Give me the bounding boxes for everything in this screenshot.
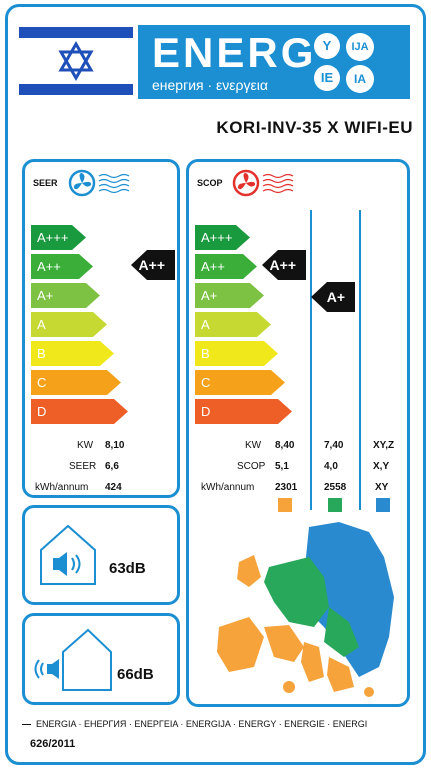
scop-col2-kw: 7,40 <box>324 440 344 451</box>
language-letter-y: Y <box>314 33 340 59</box>
cooling-fan-icon <box>68 169 130 197</box>
seer-rating-arrow: A++ <box>131 250 175 280</box>
seer-kw-value: 8,10 <box>105 440 125 451</box>
scop-class-arrow-d: D <box>195 399 292 424</box>
scop-class-arrow-appp: A+++ <box>195 225 250 250</box>
indoor-unit-speaker-icon <box>40 524 96 585</box>
scop-col2-zone-swatch <box>328 498 342 512</box>
regulation-number: 626/2011 <box>30 738 76 750</box>
scop-divider-1 <box>310 210 312 510</box>
scop-col3-scop: X,Y <box>373 461 390 472</box>
israel-flag <box>19 24 133 98</box>
footer-dash <box>22 724 31 725</box>
scop-col1-kw: 8,40 <box>275 440 295 451</box>
flag-stripe-bottom <box>19 84 133 95</box>
outdoor-noise-panel: 66dB <box>22 613 180 705</box>
language-letter-ia: IA <box>346 65 374 93</box>
seer-annual-value: 424 <box>105 482 122 493</box>
label-frame <box>5 4 426 765</box>
energy-subtitle: енергия · ενεργεια <box>152 77 268 93</box>
scop-class-arrow-c: C <box>195 370 285 395</box>
heating-fan-icon <box>232 169 294 197</box>
seer-class-arrow-app: A++ <box>31 254 93 279</box>
scop-scop-label: SCOP <box>237 461 266 472</box>
seer-kw-label: KW <box>77 440 94 451</box>
scop-annual-label: kWh/annum <box>201 482 255 493</box>
energy-header-banner: ENERG енергия · ενεργεια Y IJA IE IA <box>138 25 410 99</box>
scop-title: SCOP <box>197 178 223 188</box>
seer-annual-label: kWh/annum <box>35 482 89 493</box>
scop-class-arrow-a: A <box>195 312 271 337</box>
scop-col3-annual: XY <box>375 482 389 493</box>
scop-class-arrow-app: A++ <box>195 254 257 279</box>
scop-col3-kw: XY,Z <box>373 440 395 451</box>
language-letter-ie: IE <box>314 65 340 91</box>
scop-divider-2 <box>359 210 361 510</box>
flag-stripe-top <box>19 27 133 38</box>
scop-col3-zone-swatch <box>376 498 390 512</box>
scop-kw-label: KW <box>245 440 262 451</box>
footer-languages: ENERGIA · ЕНЕРГИЯ · ΕΝΕΡΓΕΙΑ · ENERGIJA … <box>36 719 368 729</box>
seer-seer-label: SEER <box>69 461 97 472</box>
seer-class-arrow-a: A <box>31 312 107 337</box>
scop-col1-annual: 2301 <box>275 482 298 493</box>
scop-col1-zone-swatch <box>278 498 292 512</box>
scop-class-arrow-b: B <box>195 341 278 366</box>
scop-rating-arrow-colder: A+ <box>311 282 355 312</box>
seer-title: SEER <box>33 178 58 188</box>
outdoor-noise-value: 66dB <box>117 666 154 683</box>
europe-climate-map <box>217 522 394 697</box>
scop-col2-annual: 2558 <box>324 482 347 493</box>
star-of-david-icon <box>58 41 94 81</box>
seer-panel: SEER A+++ A++ A+ A B C D A++ KW 8,10 SEE… <box>22 159 180 498</box>
indoor-noise-value: 63dB <box>109 560 146 577</box>
model-name: KORI-INV-35 X WIFI-EU <box>216 118 413 137</box>
seer-class-arrow-d: D <box>31 399 128 424</box>
seer-seer-value: 6,6 <box>105 461 119 472</box>
energy-title: ENERG <box>152 29 317 76</box>
scop-col2-scop: 4,0 <box>324 461 338 472</box>
scop-class-arrow-ap: A+ <box>195 283 264 308</box>
outdoor-unit-speaker-icon <box>34 628 112 691</box>
scop-col1-scop: 5,1 <box>275 461 289 472</box>
scop-rating-arrow-average: A++ <box>262 250 306 280</box>
language-letter-ija: IJA <box>346 33 374 61</box>
seer-class-arrow-b: B <box>31 341 114 366</box>
seer-class-arrow-c: C <box>31 370 121 395</box>
scop-panel: SCOP A+++ A++ A+ A B C D A++ A+ KW SCOP … <box>186 159 410 707</box>
indoor-noise-panel: 63dB <box>22 505 180 605</box>
seer-class-arrow-ap: A+ <box>31 283 100 308</box>
seer-class-arrow-appp: A+++ <box>31 225 86 250</box>
